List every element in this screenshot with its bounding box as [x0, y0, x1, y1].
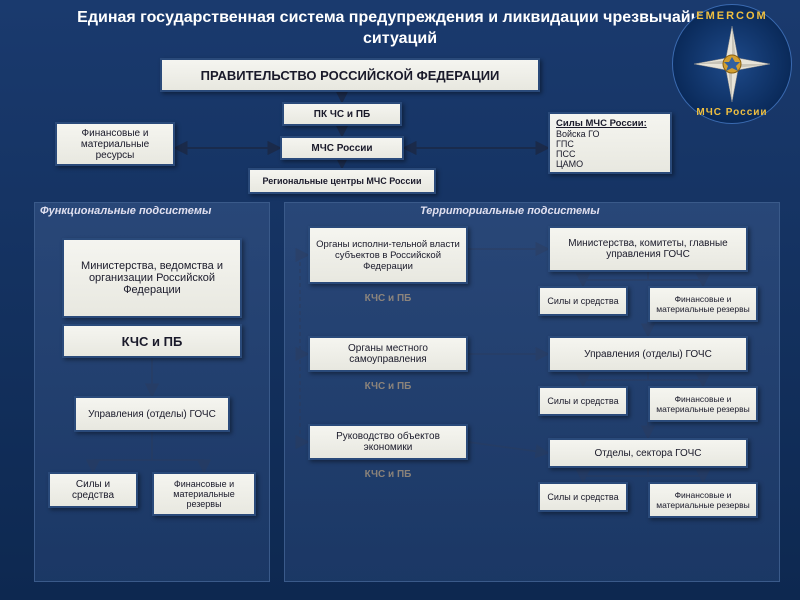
node-forces: Силы МЧС России:Войска ГОГПСПССЦАМО — [548, 112, 672, 174]
node-t-r2: Финансовые и материальные резервы — [648, 386, 758, 422]
node-f-min: Министерства, ведомства и организации Ро… — [62, 238, 242, 318]
node-t-k3: КЧС и ПБ — [352, 462, 424, 486]
node-pk: ПК ЧС и ПБ — [282, 102, 402, 126]
compass-icon — [692, 24, 772, 104]
node-t-upr: Управления (отделы) ГОЧС — [548, 336, 748, 372]
node-t-otd: Отделы, сектора ГОЧС — [548, 438, 748, 468]
emercom-emblem: EMERCOM МЧС России — [672, 4, 792, 124]
node-t-r3: Финансовые и материальные резервы — [648, 482, 758, 518]
node-t-min: Министерства, комитеты, главные управлен… — [548, 226, 748, 272]
node-t-k2: КЧС и ПБ — [352, 374, 424, 398]
emblem-top-text: EMERCOM — [672, 10, 792, 22]
f-label: Функциональные подсистемы — [40, 205, 211, 217]
node-t-s2: Силы и средства — [538, 386, 628, 416]
node-t-k1: КЧС и ПБ — [352, 286, 424, 310]
node-t-s3: Силы и средства — [538, 482, 628, 512]
node-finres: Финансовые и материальные ресурсы — [55, 122, 175, 166]
node-reg: Региональные центры МЧС России — [248, 168, 436, 194]
node-t-org1: Органы исполни-тельной власти субъектов … — [308, 226, 468, 284]
node-f-rez: Финансовые и материальные резервы — [152, 472, 256, 516]
node-f-kchs: КЧС и ПБ — [62, 324, 242, 358]
t-label: Территориальные подсистемы — [420, 205, 600, 217]
emblem-bottom-text: МЧС России — [672, 107, 792, 118]
node-gov: ПРАВИТЕЛЬСТВО РОССИЙСКОЙ ФЕДЕРАЦИИ — [160, 58, 540, 92]
node-mchs: МЧС России — [280, 136, 404, 160]
node-t-org3: Руководство объектов экономики — [308, 424, 468, 460]
node-f-upr: Управления (отделы) ГОЧС — [74, 396, 230, 432]
node-t-s1: Силы и средства — [538, 286, 628, 316]
node-t-org2: Органы местного самоуправления — [308, 336, 468, 372]
node-t-r1: Финансовые и материальные резервы — [648, 286, 758, 322]
node-f-sily: Силы и средства — [48, 472, 138, 508]
